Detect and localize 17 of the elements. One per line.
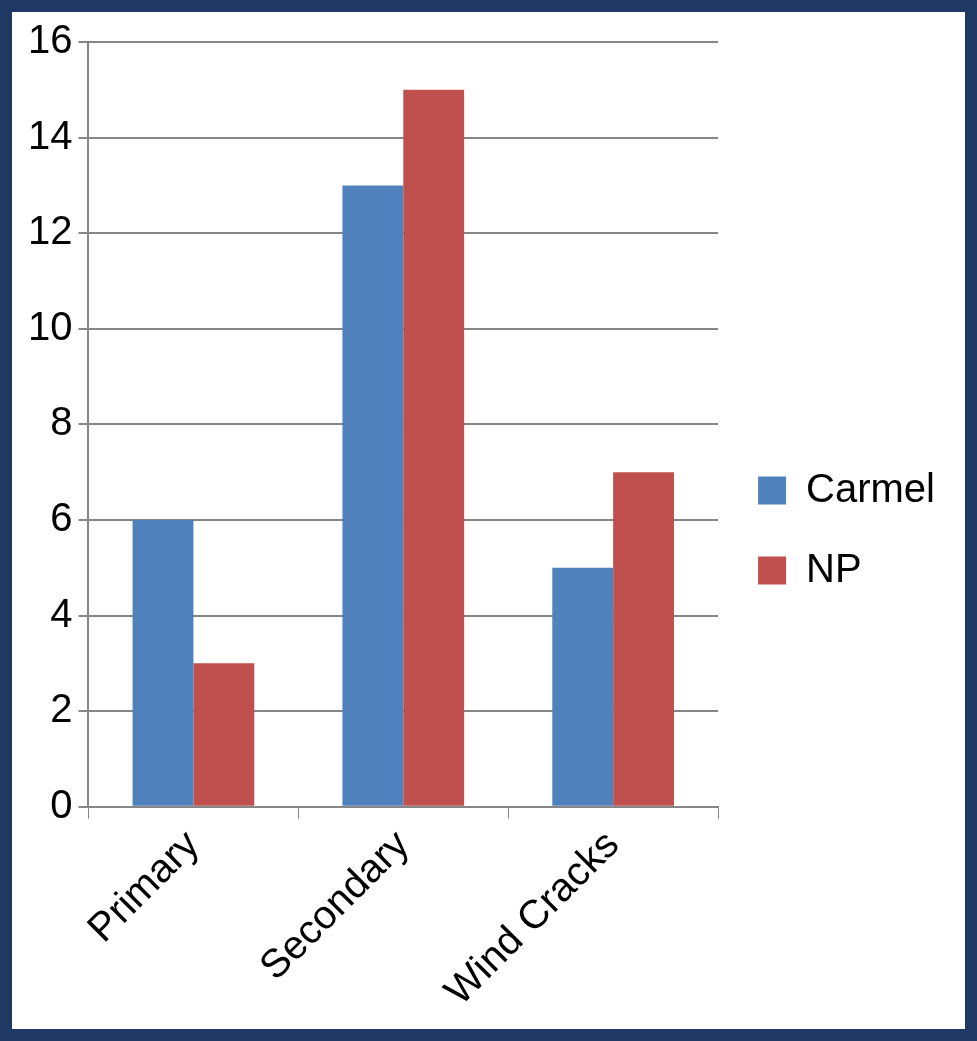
legend-label: NP [806, 545, 862, 590]
legend-label: Carmel [806, 465, 935, 510]
bar [613, 472, 675, 806]
y-tick-label: 12 [27, 208, 73, 253]
bar [552, 567, 614, 806]
y-tick-label: 14 [27, 112, 73, 157]
y-tick-label: 8 [50, 399, 73, 444]
bar [132, 519, 194, 806]
bar [342, 185, 404, 806]
y-tick-label: 2 [50, 686, 73, 731]
bar [403, 89, 465, 806]
y-tick-label: 10 [27, 303, 73, 348]
y-tick-label: 4 [50, 590, 73, 635]
y-tick-label: 16 [27, 17, 73, 62]
bar [193, 663, 255, 806]
y-tick-label: 0 [50, 781, 73, 826]
y-tick-label: 6 [50, 495, 73, 540]
